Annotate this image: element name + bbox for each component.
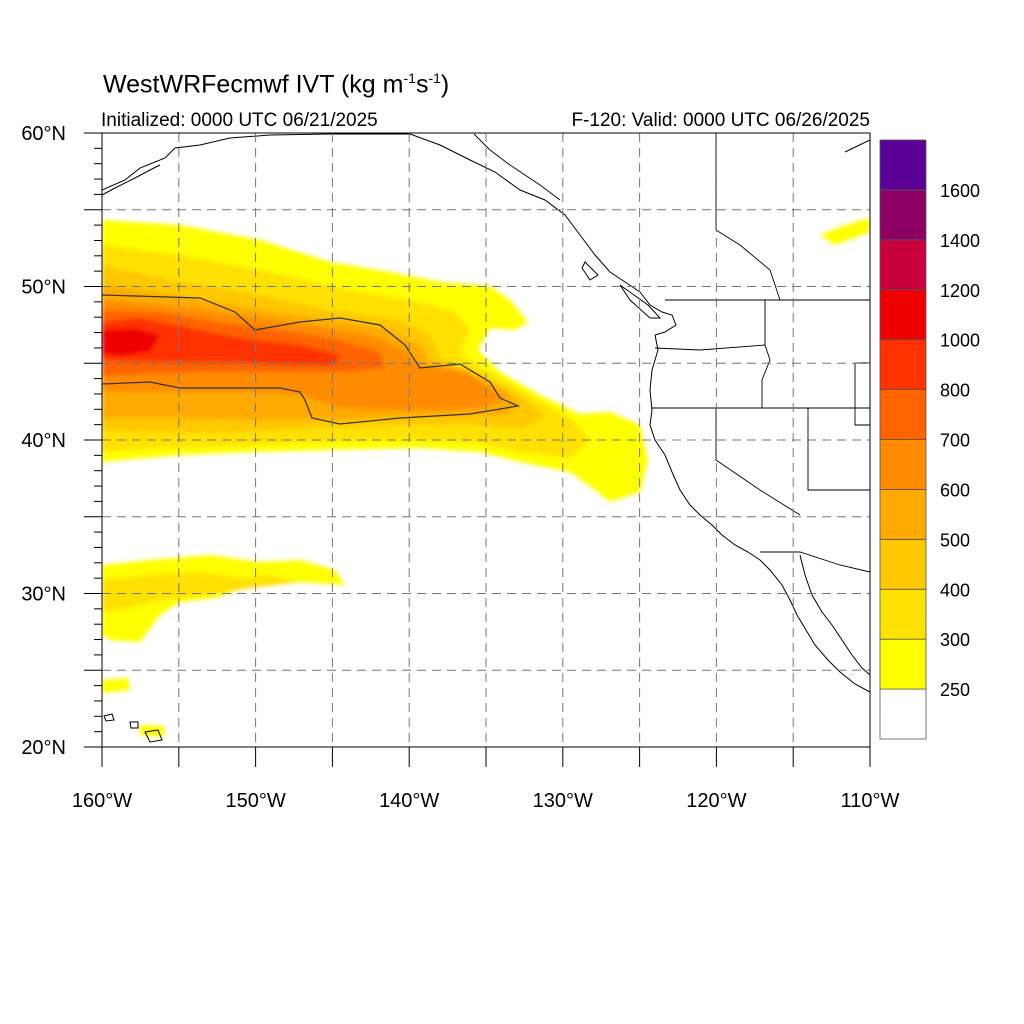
axis-labels: 160°W 150°W 140°W 130°W 120°W 110°W 60°N 50°N 40… bbox=[21, 123, 899, 812]
border-ca-nv bbox=[715, 408, 801, 516]
hudson-coast bbox=[844, 139, 870, 153]
colorbar-label: 250 bbox=[940, 680, 970, 700]
lon-label: 130°W bbox=[533, 790, 593, 812]
border-bc-alberta bbox=[715, 133, 781, 301]
colorbar-swatch bbox=[879, 289, 927, 341]
border-id bbox=[761, 300, 771, 408]
hawaii-2 bbox=[129, 721, 139, 729]
border-wa-or bbox=[654, 344, 766, 351]
initialized-label: Initialized: 0000 UTC 06/21/2025 bbox=[101, 110, 378, 131]
colorbar-swatch bbox=[879, 638, 927, 690]
axis-ticks bbox=[84, 132, 871, 767]
us-coast bbox=[649, 334, 870, 693]
alaska-peninsula bbox=[102, 164, 161, 196]
colorbar-swatch bbox=[879, 538, 927, 590]
colorbar-swatch bbox=[879, 389, 927, 440]
colorbar-swatch bbox=[879, 489, 927, 540]
colorbar-swatch bbox=[879, 588, 927, 640]
lat-label: 50°N bbox=[21, 277, 66, 299]
bc-coast bbox=[639, 291, 677, 336]
ivt-band-800 bbox=[102, 318, 340, 365]
colorbar-label: 1400 bbox=[940, 231, 980, 251]
colorbar-label: 500 bbox=[940, 530, 970, 550]
border-nv-az bbox=[807, 408, 870, 491]
lat-label: 30°N bbox=[21, 584, 66, 606]
colorbar-swatch bbox=[879, 688, 927, 740]
colorbar-swatch bbox=[879, 239, 927, 291]
colorbar-swatch bbox=[879, 439, 927, 490]
borders bbox=[473, 133, 870, 573]
haida-gwaii bbox=[581, 261, 599, 281]
hawaii-3 bbox=[144, 729, 163, 743]
lat-label: 60°N bbox=[21, 123, 66, 145]
lat-label: 40°N bbox=[21, 430, 66, 452]
colorbar-label: 1000 bbox=[940, 331, 980, 351]
hawaii-1 bbox=[103, 713, 115, 722]
border-us-mexico bbox=[760, 551, 870, 573]
colorbar-swatch bbox=[879, 139, 927, 191]
lon-label: 110°W bbox=[841, 790, 900, 812]
coastlines bbox=[102, 133, 870, 743]
lat-label: 20°N bbox=[21, 737, 66, 759]
valid-label: F-120: Valid: 0000 UTC 06/26/2025 bbox=[571, 110, 870, 131]
ivt-fill bbox=[102, 218, 870, 737]
graticule bbox=[102, 133, 870, 747]
alaska-coast bbox=[102, 133, 641, 293]
colorbar-swatch bbox=[879, 339, 927, 390]
colorbar-label: 1600 bbox=[940, 181, 980, 201]
ivt-band-300-south bbox=[102, 572, 300, 612]
vancouver-island bbox=[619, 284, 662, 319]
border-ut bbox=[854, 362, 870, 426]
baja-gulf bbox=[799, 554, 870, 676]
colorbar-label: 700 bbox=[940, 431, 970, 451]
map-title: WestWRFecmwf IVT (kg m-1s-1) bbox=[103, 70, 450, 99]
lon-label: 140°W bbox=[379, 790, 439, 812]
colorbar-label: 400 bbox=[940, 580, 970, 600]
border-alaska-canada bbox=[473, 133, 561, 201]
ivt-outline-upper bbox=[102, 294, 521, 425]
lon-label: 120°W bbox=[686, 790, 746, 812]
ivt-patch-3 bbox=[820, 218, 870, 245]
ivt-patch-1 bbox=[102, 678, 130, 693]
lon-label: 160°W bbox=[72, 790, 132, 812]
ivt-bands bbox=[102, 218, 870, 737]
lon-label: 150°W bbox=[225, 790, 285, 812]
colorbar-label: 1200 bbox=[940, 281, 980, 301]
colorbar-swatch bbox=[879, 189, 927, 241]
colorbar-label: 600 bbox=[940, 480, 970, 500]
ivt-band-1000 bbox=[102, 328, 160, 356]
colorbar-label: 300 bbox=[940, 630, 970, 650]
colorbar: 250 300 400 500 600 700 800 1000 1200 1400 1600 bbox=[879, 139, 980, 740]
colorbar-label: 800 bbox=[940, 381, 970, 401]
